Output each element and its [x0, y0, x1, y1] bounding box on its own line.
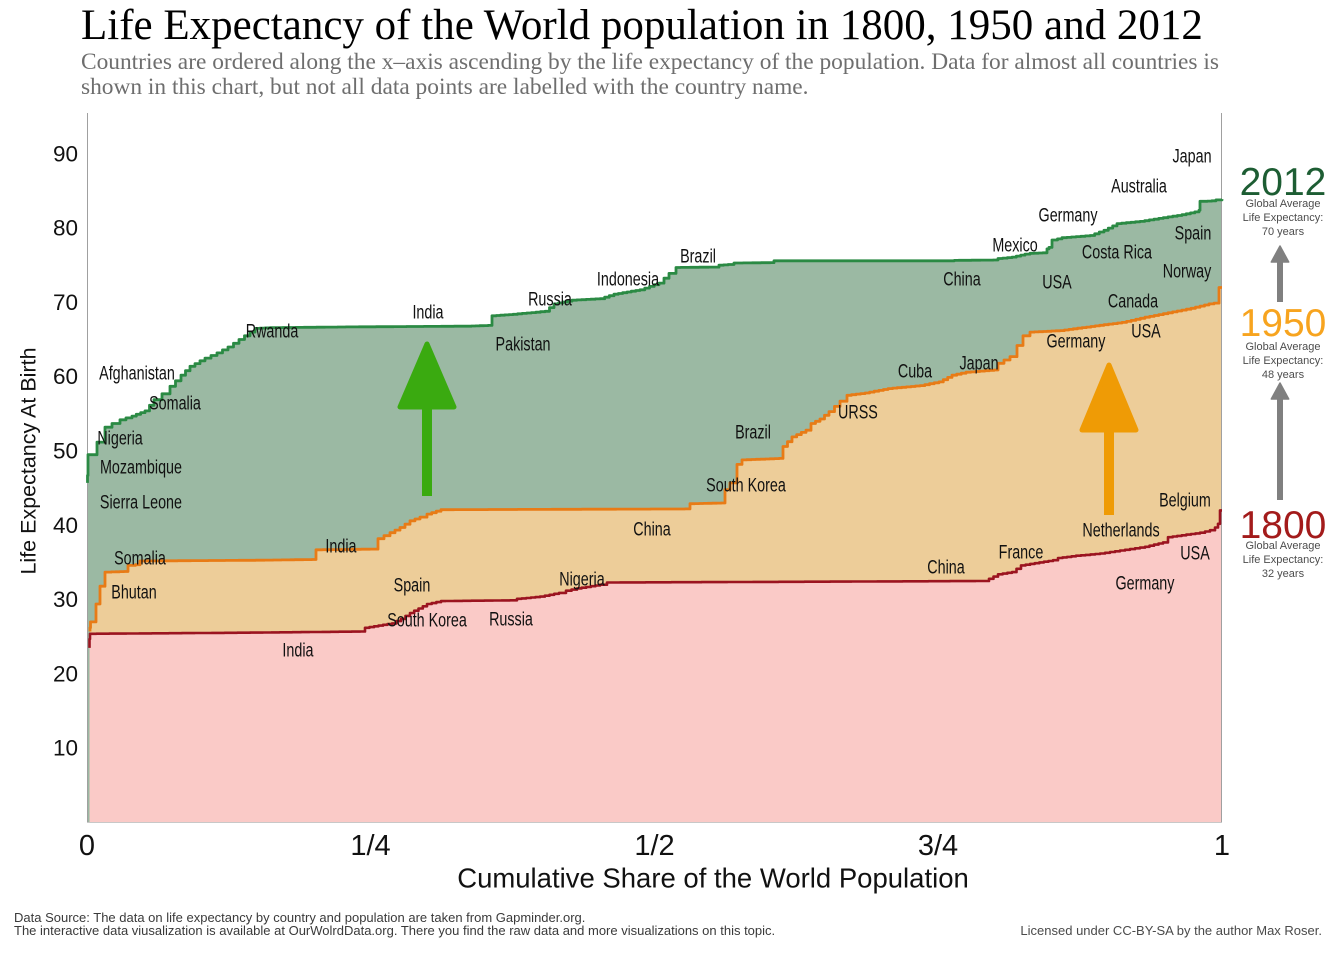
svg-text:The interactive data viusaliza: The interactive data viusalization is av… [14, 923, 775, 938]
svg-text:South Korea: South Korea [387, 610, 467, 632]
svg-text:Somalia: Somalia [114, 548, 166, 570]
svg-text:Pakistan: Pakistan [496, 334, 551, 356]
svg-text:Mexico: Mexico [992, 235, 1037, 257]
svg-text:30: 30 [53, 587, 78, 612]
svg-text:USA: USA [1131, 321, 1161, 343]
svg-text:South Korea: South Korea [706, 475, 786, 497]
svg-text:Indonesia: Indonesia [597, 269, 660, 291]
svg-text:China: China [633, 519, 671, 541]
svg-text:40: 40 [53, 513, 78, 538]
svg-text:France: France [999, 542, 1044, 564]
svg-text:Life Expectancy:: Life Expectancy: [1243, 355, 1324, 367]
svg-text:1/2: 1/2 [634, 830, 674, 862]
svg-text:1/4: 1/4 [350, 830, 390, 862]
svg-text:70 years: 70 years [1262, 226, 1305, 238]
svg-text:Germany: Germany [1116, 573, 1175, 595]
svg-text:Afghanistan: Afghanistan [99, 363, 175, 385]
svg-text:Norway: Norway [1163, 261, 1212, 283]
svg-text:70: 70 [53, 290, 78, 315]
svg-text:80: 80 [53, 216, 78, 241]
svg-text:Spain: Spain [394, 575, 431, 597]
svg-text:Life Expectancy:: Life Expectancy: [1243, 212, 1324, 224]
svg-text:Cumulative Share of the World: Cumulative Share of the World Population [457, 863, 969, 894]
svg-text:Global Average: Global Average [1245, 198, 1320, 210]
svg-text:1800: 1800 [1240, 504, 1327, 547]
svg-text:Somalia: Somalia [149, 393, 201, 415]
svg-text:URSS: URSS [838, 402, 878, 424]
svg-text:Cuba: Cuba [898, 361, 933, 383]
svg-text:Sierra Leone: Sierra Leone [100, 492, 182, 514]
svg-text:3/4: 3/4 [918, 830, 958, 862]
svg-text:Costa Rica: Costa Rica [1082, 242, 1152, 264]
svg-text:Life Expectancy of the World p: Life Expectancy of the World population … [81, 2, 1203, 49]
svg-text:Japan: Japan [1172, 146, 1211, 168]
svg-text:USA: USA [1042, 272, 1072, 294]
svg-text:China: China [943, 269, 981, 291]
svg-text:India: India [282, 640, 313, 662]
svg-text:Global Average: Global Average [1245, 540, 1320, 552]
svg-text:Germany: Germany [1047, 331, 1106, 353]
svg-text:1: 1 [1214, 830, 1230, 862]
svg-text:20: 20 [53, 661, 78, 686]
svg-text:Global Average: Global Average [1245, 341, 1320, 353]
svg-text:48 years: 48 years [1262, 369, 1305, 381]
svg-text:1950: 1950 [1240, 302, 1327, 345]
svg-text:Rwanda: Rwanda [246, 321, 299, 343]
svg-text:shown in this chart, but not a: shown in this chart, but not all data po… [81, 74, 809, 100]
svg-text:Nigeria: Nigeria [97, 428, 143, 450]
svg-text:Japan: Japan [959, 353, 998, 375]
svg-text:50: 50 [53, 439, 78, 464]
svg-text:USA: USA [1180, 543, 1210, 565]
svg-text:Bhutan: Bhutan [111, 582, 156, 604]
svg-text:90: 90 [53, 141, 78, 166]
svg-text:60: 60 [53, 364, 78, 389]
svg-text:Canada: Canada [1108, 291, 1159, 313]
svg-text:Russia: Russia [528, 289, 572, 311]
svg-text:Netherlands: Netherlands [1082, 520, 1159, 542]
svg-text:0: 0 [79, 830, 95, 862]
svg-text:Brazil: Brazil [680, 246, 716, 268]
svg-text:Mozambique: Mozambique [100, 457, 182, 479]
svg-text:China: China [927, 557, 965, 579]
svg-text:Belgium: Belgium [1159, 490, 1211, 512]
svg-text:32 years: 32 years [1262, 568, 1305, 580]
svg-text:India: India [325, 536, 356, 558]
svg-text:Nigeria: Nigeria [559, 569, 605, 591]
svg-text:Life Expectancy:: Life Expectancy: [1243, 554, 1324, 566]
svg-text:Australia: Australia [1111, 176, 1167, 198]
svg-text:Spain: Spain [1175, 223, 1212, 245]
svg-text:Germany: Germany [1039, 205, 1098, 227]
svg-text:Countries are ordered along th: Countries are ordered along the x–axis a… [81, 49, 1219, 75]
svg-text:India: India [412, 302, 443, 324]
svg-text:Brazil: Brazil [735, 422, 771, 444]
svg-text:10: 10 [53, 736, 78, 761]
svg-text:2012: 2012 [1240, 161, 1327, 204]
svg-text:Life Expectancy At Birth: Life Expectancy At Birth [17, 347, 41, 574]
svg-text:Licensed under CC-BY-SA by the: Licensed under CC-BY-SA by the author Ma… [1020, 923, 1322, 938]
svg-text:Russia: Russia [489, 609, 533, 631]
svg-text:Data Source: The data on life: Data Source: The data on life expectancy… [14, 910, 585, 925]
